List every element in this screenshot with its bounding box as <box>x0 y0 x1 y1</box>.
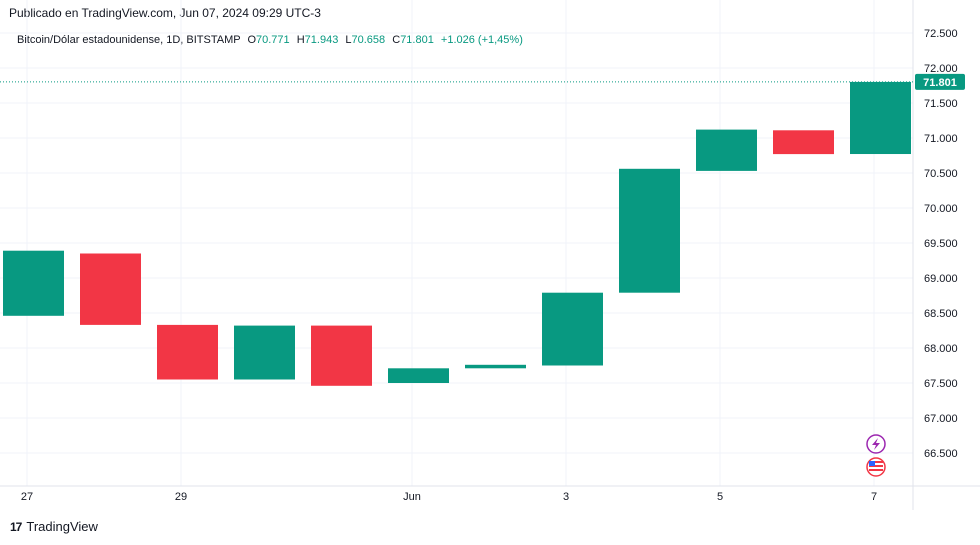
candle-up[interactable] <box>3 250 64 316</box>
x-tick-label: 29 <box>175 491 187 503</box>
x-tick-label: Jun <box>403 491 421 503</box>
grid-lines <box>0 0 913 486</box>
y-tick-label: 71.000 <box>924 133 958 145</box>
y-tick-label: 68.000 <box>924 343 958 355</box>
x-tick-label: 5 <box>717 491 723 503</box>
y-tick-label: 67.500 <box>924 378 958 390</box>
y-tick-label: 66.500 <box>924 448 958 460</box>
high-value: 71.943 <box>304 34 339 46</box>
candle-down[interactable] <box>80 253 141 325</box>
candle-up[interactable] <box>696 129 757 171</box>
candle-down[interactable] <box>773 130 834 155</box>
x-tick-label: 7 <box>871 491 877 503</box>
y-tick-label: 69.500 <box>924 238 958 250</box>
close-value: 71.801 <box>400 34 434 46</box>
candle-up[interactable] <box>465 364 526 369</box>
change-value: +1.026 (+1,45%) <box>440 34 523 46</box>
x-tick-label: 27 <box>21 491 33 503</box>
y-tick-label: 70.000 <box>924 203 958 215</box>
y-tick-label: 72.500 <box>924 28 958 40</box>
symbol-legend: Bitcoin/Dólar estadounidense, 1D, BITSTA… <box>17 34 523 46</box>
y-tick-label: 68.500 <box>924 308 958 320</box>
candle-down[interactable] <box>311 325 372 386</box>
lightning-icon[interactable] <box>866 434 886 454</box>
candle-down[interactable] <box>157 324 218 380</box>
time-axis[interactable]: 27 29 Jun 3 5 7 <box>21 491 877 503</box>
y-tick-label: 71.500 <box>924 98 958 110</box>
x-tick-label: 3 <box>563 491 569 503</box>
candles-group <box>3 81 911 386</box>
last-price-badge: 71.801 <box>915 73 965 90</box>
last-price-text: 71.801 <box>923 77 957 89</box>
candle-up[interactable] <box>619 168 680 293</box>
open-label: O <box>247 34 256 46</box>
candle-up[interactable] <box>234 325 295 380</box>
y-tick-label: 69.000 <box>924 273 958 285</box>
candle-up[interactable] <box>388 368 449 383</box>
open-value: 70.771 <box>256 34 290 46</box>
published-header: Publicado en TradingView.com, Jun 07, 20… <box>9 6 321 20</box>
close-label: C <box>392 34 401 46</box>
y-tick-label: 67.000 <box>924 413 958 425</box>
us-flag-icon[interactable] <box>866 457 886 477</box>
price-axis[interactable]: 66.500 67.000 67.500 68.000 68.500 69.000 69.5… <box>924 28 958 460</box>
candle-up[interactable] <box>542 292 603 366</box>
low-value: 70.658 <box>351 34 386 46</box>
low-label: L <box>345 34 352 46</box>
y-tick-label: 70.500 <box>924 168 958 180</box>
high-label: H <box>296 34 305 46</box>
tradingview-logo: 17 <box>10 519 22 534</box>
symbol-title: Bitcoin/Dólar estadounidense, 1D, BITSTA… <box>17 34 241 46</box>
tradingview-name: TradingView <box>26 519 98 534</box>
tradingview-brand[interactable]: 17 TradingView <box>10 519 98 534</box>
candle-up[interactable] <box>850 81 911 155</box>
y-tick-label: 72.000 <box>924 63 958 75</box>
